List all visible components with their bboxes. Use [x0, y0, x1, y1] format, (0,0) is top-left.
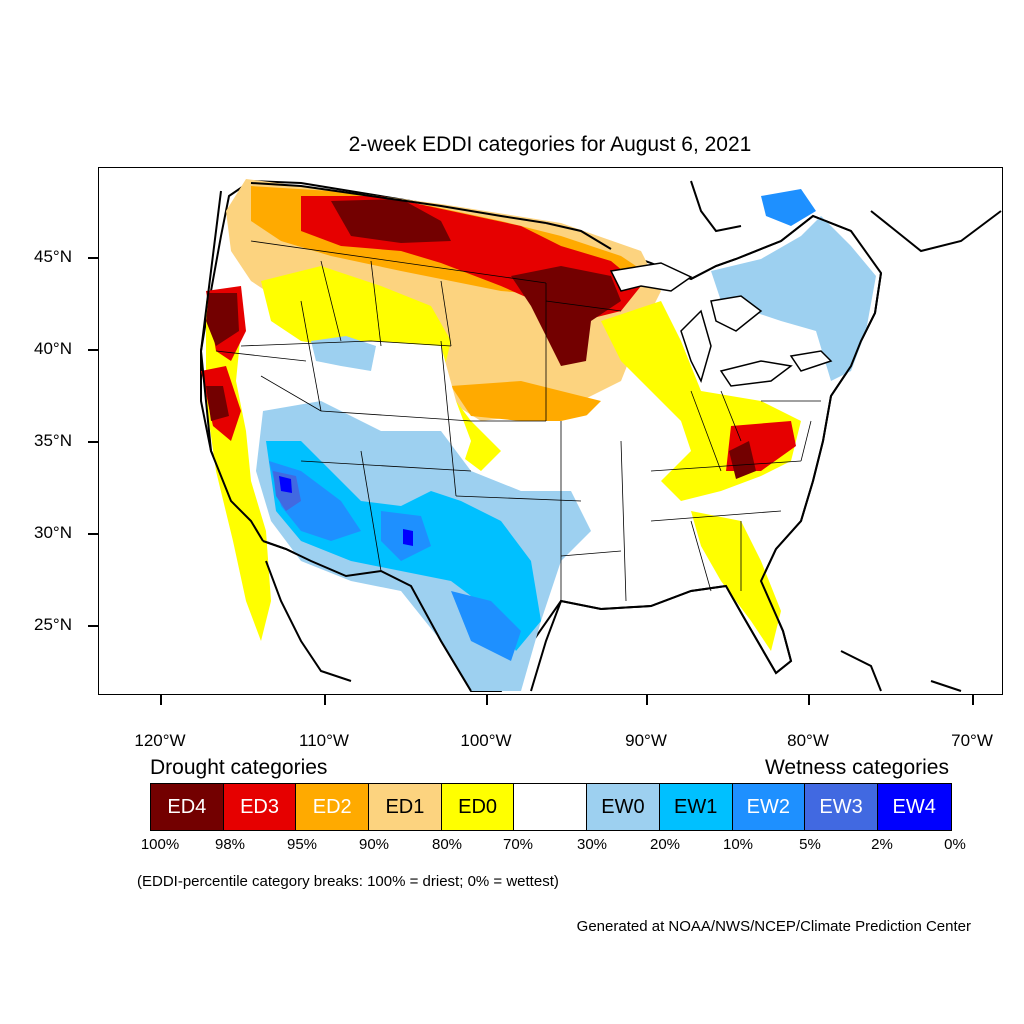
break-label: 0% — [944, 836, 966, 853]
lat-tick — [88, 625, 98, 627]
category-note: (EDDI-percentile category breaks: 100% =… — [137, 873, 559, 890]
break-label: 70% — [502, 836, 534, 853]
ed4-region-kentucky — [729, 441, 756, 479]
legend-ew4: EW4 — [877, 784, 951, 830]
ew2-region-maine — [761, 189, 816, 226]
lon-tick — [324, 695, 326, 705]
lat-tick — [88, 349, 98, 351]
ew2-region-texas — [451, 591, 521, 661]
lat-tick — [88, 441, 98, 443]
lon-label-70: 70°W — [951, 731, 993, 750]
ew4-region-arizona — [279, 476, 292, 493]
lat-label-45: 45°N — [34, 247, 72, 266]
credit-line: Generated at NOAA/NWS/NCEP/Climate Predi… — [576, 918, 971, 935]
great-lakes — [609, 262, 833, 387]
ed4-region-dakotas — [331, 199, 451, 243]
ew0-region-northeast — [711, 216, 876, 381]
break-label: 5% — [799, 836, 821, 853]
lat-tick — [88, 257, 98, 259]
lat-tick — [88, 533, 98, 535]
lon-tick — [972, 695, 974, 705]
lon-label-80: 80°W — [787, 731, 829, 750]
lat-label-25: 25°N — [34, 615, 72, 634]
lon-label-110: 110°W — [299, 731, 349, 750]
ew4-region-newmexico — [403, 529, 413, 546]
legend-ed1: ED1 — [369, 784, 442, 830]
ed4-region-oregon — [206, 293, 239, 346]
break-label: 95% — [286, 836, 318, 853]
legend-ew1: EW1 — [659, 784, 733, 830]
lon-tick — [160, 695, 162, 705]
eddi-map — [199, 179, 1002, 692]
ew0-region-montana — [311, 336, 376, 371]
category-legend: ED4 ED3 ED2 ED1 ED0 EW0 EW1 EW2 EW3 EW4 — [150, 783, 952, 831]
ed4-region-california — [206, 386, 229, 421]
ed4-region-minnesota — [511, 266, 621, 366]
lon-tick — [808, 695, 810, 705]
break-label: 80% — [431, 836, 463, 853]
break-label: 100% — [140, 836, 180, 853]
break-label: 98% — [214, 836, 246, 853]
legend-ed3: ED3 — [223, 784, 297, 830]
state-boundaries — [215, 240, 821, 602]
legend-ew3: EW3 — [805, 784, 878, 830]
lon-tick — [646, 695, 648, 705]
lat-label-40: 40°N — [34, 339, 72, 358]
break-label: 20% — [649, 836, 681, 853]
lon-label-100: 100°W — [460, 731, 512, 750]
ed2-region-kansas — [451, 381, 601, 421]
break-label: 2% — [871, 836, 893, 853]
break-label: 30% — [576, 836, 608, 853]
map-title: 2-week EDDI categories for August 6, 202… — [348, 133, 752, 156]
lon-label-90: 90°W — [625, 731, 667, 750]
wetness-categories-heading: Wetness categories — [764, 756, 949, 779]
coastlines — [199, 180, 1002, 692]
legend-ed0: ED0 — [441, 784, 515, 830]
legend-ew2: EW2 — [732, 784, 806, 830]
lat-label-35: 35°N — [34, 431, 72, 450]
legend-ed4: ED4 — [151, 784, 224, 830]
lon-label-120: 120°W — [134, 731, 186, 750]
legend-normal — [514, 784, 588, 830]
legend-ed2: ED2 — [296, 784, 370, 830]
normal-region-central — [561, 401, 681, 601]
break-label: 90% — [358, 836, 390, 853]
lat-label-30: 30°N — [34, 523, 72, 542]
ed0-region-southeast — [691, 511, 781, 651]
map-frame — [98, 167, 1003, 695]
legend-ew0: EW0 — [587, 784, 660, 830]
lon-tick — [486, 695, 488, 705]
drought-categories-heading: Drought categories — [150, 756, 328, 779]
break-label: 10% — [722, 836, 754, 853]
